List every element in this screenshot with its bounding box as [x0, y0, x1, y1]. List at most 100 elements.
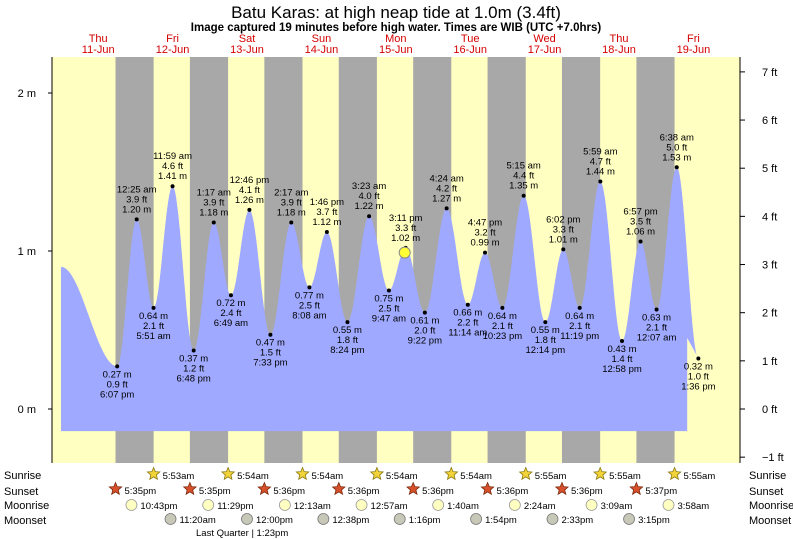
- low-tide-point: [151, 305, 156, 310]
- moonrise-time: 3:09am: [601, 501, 633, 512]
- sunrise-icon: [593, 466, 608, 481]
- low-tide-label: 11:19 pm: [560, 331, 599, 342]
- high-tide-point: [170, 184, 175, 189]
- low-tide-label: 2.1 ft: [569, 321, 590, 332]
- low-tide-label: 0.37 m: [179, 354, 208, 365]
- low-tide-label: 1.8 ft: [535, 335, 556, 346]
- sunset-row-label-left: Sunset: [4, 486, 38, 498]
- right-axis-label: −1 ft: [762, 452, 784, 464]
- sunrise-time: 5:55am: [609, 471, 641, 482]
- sunset-time: 5:36pm: [273, 486, 305, 497]
- high-tide-label: 1:17 am: [197, 188, 231, 199]
- low-tide-label: 2.1 ft: [143, 321, 164, 332]
- moonrise-time: 1:40am: [447, 501, 479, 512]
- high-tide-point: [674, 165, 679, 170]
- sunset-icon: [629, 481, 644, 496]
- day-label-date: 16-Jun: [453, 44, 487, 56]
- sunset-icon: [182, 481, 198, 496]
- moonset-row-label-right: Moonset: [749, 515, 791, 527]
- high-tide-point: [367, 214, 372, 219]
- high-tide-label: 3.2 ft: [474, 228, 495, 239]
- low-tide-label: 0.64 m: [488, 311, 517, 322]
- high-tide-label: 4.0 ft: [359, 191, 380, 202]
- sunrise-icon: [369, 466, 385, 481]
- sunrise-time: 5:54am: [460, 471, 492, 482]
- day-label-date: 15-Jun: [379, 44, 413, 56]
- sunset-time: 5:36pm: [571, 486, 603, 497]
- high-tide-point: [324, 230, 329, 235]
- day-label-date: 12-Jun: [156, 44, 190, 56]
- high-tide-label: 5.0 ft: [666, 142, 687, 153]
- right-axis-label: 5 ft: [762, 163, 777, 175]
- moonrise-time: 3:58am: [678, 501, 710, 512]
- sunrise-icon: [295, 466, 310, 481]
- moonset-time: 12:00pm: [256, 515, 293, 526]
- low-tide-point: [500, 305, 505, 310]
- left-axis-label: 0 m: [18, 404, 36, 416]
- high-tide-label: 1.22 m: [355, 201, 384, 212]
- moonrise-time: 12:13am: [294, 501, 331, 512]
- moonrise-icon: [432, 499, 445, 511]
- low-tide-label: 1.0 ft: [688, 371, 709, 382]
- moonrise-time: 2:24am: [524, 501, 556, 512]
- high-tide-label: 3:23 am: [352, 181, 386, 192]
- right-axis-feet: −1 ft 0 ft 1 ft 2 ft 3 ft 4 ft 5 ft 6 ft 7 ft: [739, 57, 784, 464]
- moonrise-icon: [508, 499, 521, 511]
- low-tide-label: 2.0 ft: [414, 326, 435, 337]
- low-tide-label: 2.4 ft: [220, 308, 241, 319]
- low-tide-label: 0.27 m: [103, 369, 132, 380]
- low-tide-point: [228, 293, 233, 298]
- low-tide-point: [386, 288, 391, 293]
- moonrise-time: 12:57am: [371, 501, 408, 512]
- day-label-weekday: Tue: [461, 33, 480, 45]
- low-tide-label: 2.1 ft: [492, 321, 513, 332]
- low-tide-label: 0.43 m: [607, 344, 636, 355]
- low-tide-label: 2.5 ft: [299, 300, 320, 311]
- day-label-weekday: Fri: [166, 33, 179, 45]
- right-axis-label: 4 ft: [762, 211, 777, 223]
- moonset-icon: [241, 513, 253, 525]
- high-tide-point: [444, 206, 449, 211]
- day-label-weekday: Fri: [687, 33, 700, 45]
- left-axis-label: 1 m: [18, 246, 36, 258]
- sunrise-icon: [444, 466, 459, 481]
- low-tide-label: 0.47 m: [256, 338, 285, 349]
- low-tide-point: [543, 320, 548, 325]
- moonrise-icon: [662, 499, 675, 511]
- high-tide-label: 4:47 pm: [468, 218, 502, 229]
- day-label-date: 13-Jun: [230, 44, 264, 56]
- moonrise-row-label-left: Moonrise: [4, 500, 49, 512]
- sunset-time: 5:35pm: [124, 486, 156, 497]
- moonset-time: 1:54pm: [485, 515, 517, 526]
- moonset-icon: [317, 513, 330, 525]
- high-tide-point: [483, 250, 488, 255]
- low-tide-label: 7:33 pm: [253, 358, 287, 369]
- right-axis-label: 7 ft: [762, 67, 777, 79]
- high-tide-label: 12:46 pm: [230, 175, 270, 186]
- low-tide-point: [422, 310, 427, 315]
- moonset-time: 12:38pm: [332, 515, 369, 526]
- high-tide-label: 0.99 m: [470, 238, 499, 249]
- high-tide-label: 1.18 m: [277, 208, 306, 219]
- astronomy-events: 5:53am 5:54am 5:54am 5:54am 5:54am 5:55am 5:55…: [108, 466, 715, 526]
- moonrise-icon: [125, 499, 138, 511]
- low-tide-label: 8:24 pm: [330, 345, 364, 356]
- low-tide-label: 0.55 m: [333, 325, 362, 336]
- low-tide-label: 0.77 m: [295, 290, 324, 301]
- low-tide-label: 0.64 m: [139, 311, 168, 322]
- high-tide-label: 1:46 pm: [310, 197, 344, 208]
- low-tide-point: [268, 332, 273, 337]
- high-tide-label: 1.41 m: [158, 171, 187, 182]
- right-axis-label: 1 ft: [762, 356, 777, 368]
- chart-title: Batu Karas: at high neap tide at 1.0m (3…: [231, 3, 561, 22]
- right-axis-label: 2 ft: [762, 308, 777, 320]
- high-tide-label: 11:59 am: [153, 151, 192, 162]
- low-tide-label: 0.66 m: [453, 308, 482, 319]
- low-tide-point: [620, 339, 625, 344]
- low-tide-label: 2.1 ft: [646, 322, 667, 333]
- high-tide-label: 6:38 am: [660, 132, 694, 143]
- day-label-date: 14-Jun: [305, 44, 339, 56]
- day-label-weekday: Wed: [533, 33, 555, 45]
- high-tide-label: 1.02 m: [391, 233, 420, 244]
- low-tide-label: 12:58 pm: [602, 364, 642, 375]
